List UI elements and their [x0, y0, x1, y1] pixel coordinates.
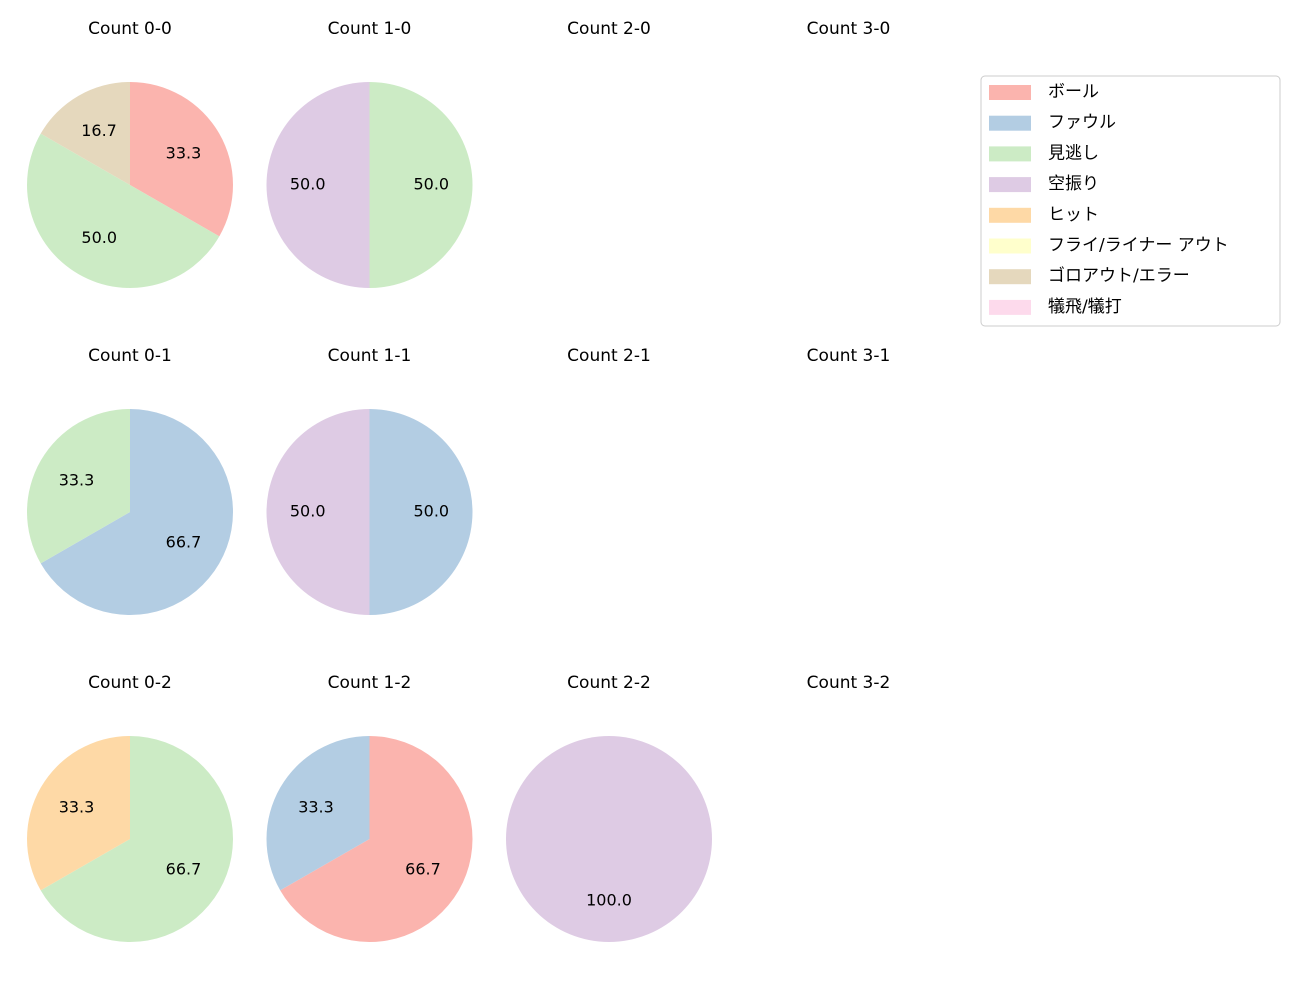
data-label: 33.3 — [59, 471, 95, 490]
data-label: 50.0 — [290, 502, 326, 521]
legend-label: 犠飛/犠打 — [1048, 297, 1122, 317]
data-label: 50.0 — [81, 228, 117, 247]
chart-title: Count 0-2 — [88, 673, 172, 693]
pie-wedge — [506, 736, 712, 942]
legend-swatch — [989, 177, 1031, 193]
legend-swatch — [989, 85, 1031, 100]
legend-swatch — [989, 269, 1031, 285]
pie-wedge — [130, 82, 233, 237]
chart-title: Count 2-0 — [567, 19, 651, 39]
legend-swatch — [989, 115, 1031, 131]
legend-box — [980, 75, 1281, 327]
data-label: 50.0 — [413, 175, 449, 194]
legend-label: 空振り — [1048, 174, 1099, 194]
legend-swatch — [989, 207, 1031, 223]
chart-title: Count 2-1 — [567, 346, 651, 366]
chart-title: Count 3-2 — [807, 673, 891, 693]
chart-title: Count 0-0 — [88, 19, 172, 39]
legend-label: ファウル — [1048, 113, 1116, 133]
pie-wedge — [266, 82, 370, 288]
chart-title: Count 1-0 — [328, 19, 412, 39]
pie-wedge — [266, 736, 370, 891]
chart-title: Count 1-1 — [328, 346, 412, 366]
legend-label: ボール — [1048, 82, 1099, 102]
data-label: 66.7 — [166, 859, 202, 878]
chart-title: Count 2-2 — [567, 673, 651, 693]
pie-wedge — [26, 409, 130, 564]
legend-swatch — [989, 146, 1031, 162]
data-label: 66.7 — [405, 859, 441, 878]
pie-wedge — [266, 409, 370, 615]
pie-wedge — [369, 409, 473, 615]
pie-wedge — [40, 736, 234, 942]
chart-title: Count 0-1 — [88, 346, 172, 366]
legend-label: ゴロアウト/エラー — [1048, 265, 1190, 286]
chart-title: Count 3-1 — [807, 346, 891, 366]
data-label: 66.7 — [166, 532, 202, 551]
data-label: 50.0 — [290, 175, 326, 194]
data-label: 33.3 — [166, 144, 202, 163]
pie-wedge — [40, 409, 234, 615]
data-label: 33.3 — [298, 798, 334, 817]
legend-swatch — [989, 238, 1031, 254]
data-label: 50.0 — [413, 502, 449, 521]
legend-label: ヒット — [1048, 205, 1099, 225]
pie-wedge — [40, 82, 130, 185]
pie-wedge — [369, 82, 473, 288]
data-label: 100.0 — [586, 890, 632, 909]
legend-swatch — [989, 299, 1031, 315]
pie-wedge — [27, 736, 130, 891]
legend-label: 見逃し — [1048, 143, 1099, 163]
data-label: 33.3 — [59, 798, 95, 817]
pie-wedge — [27, 133, 220, 288]
chart-title: Count 3-0 — [807, 19, 891, 39]
legend-label: フライ/ライナー アウト — [1048, 236, 1229, 256]
data-label: 16.7 — [81, 121, 117, 140]
chart-title: Count 1-2 — [328, 673, 412, 693]
pie-wedge — [280, 736, 473, 942]
